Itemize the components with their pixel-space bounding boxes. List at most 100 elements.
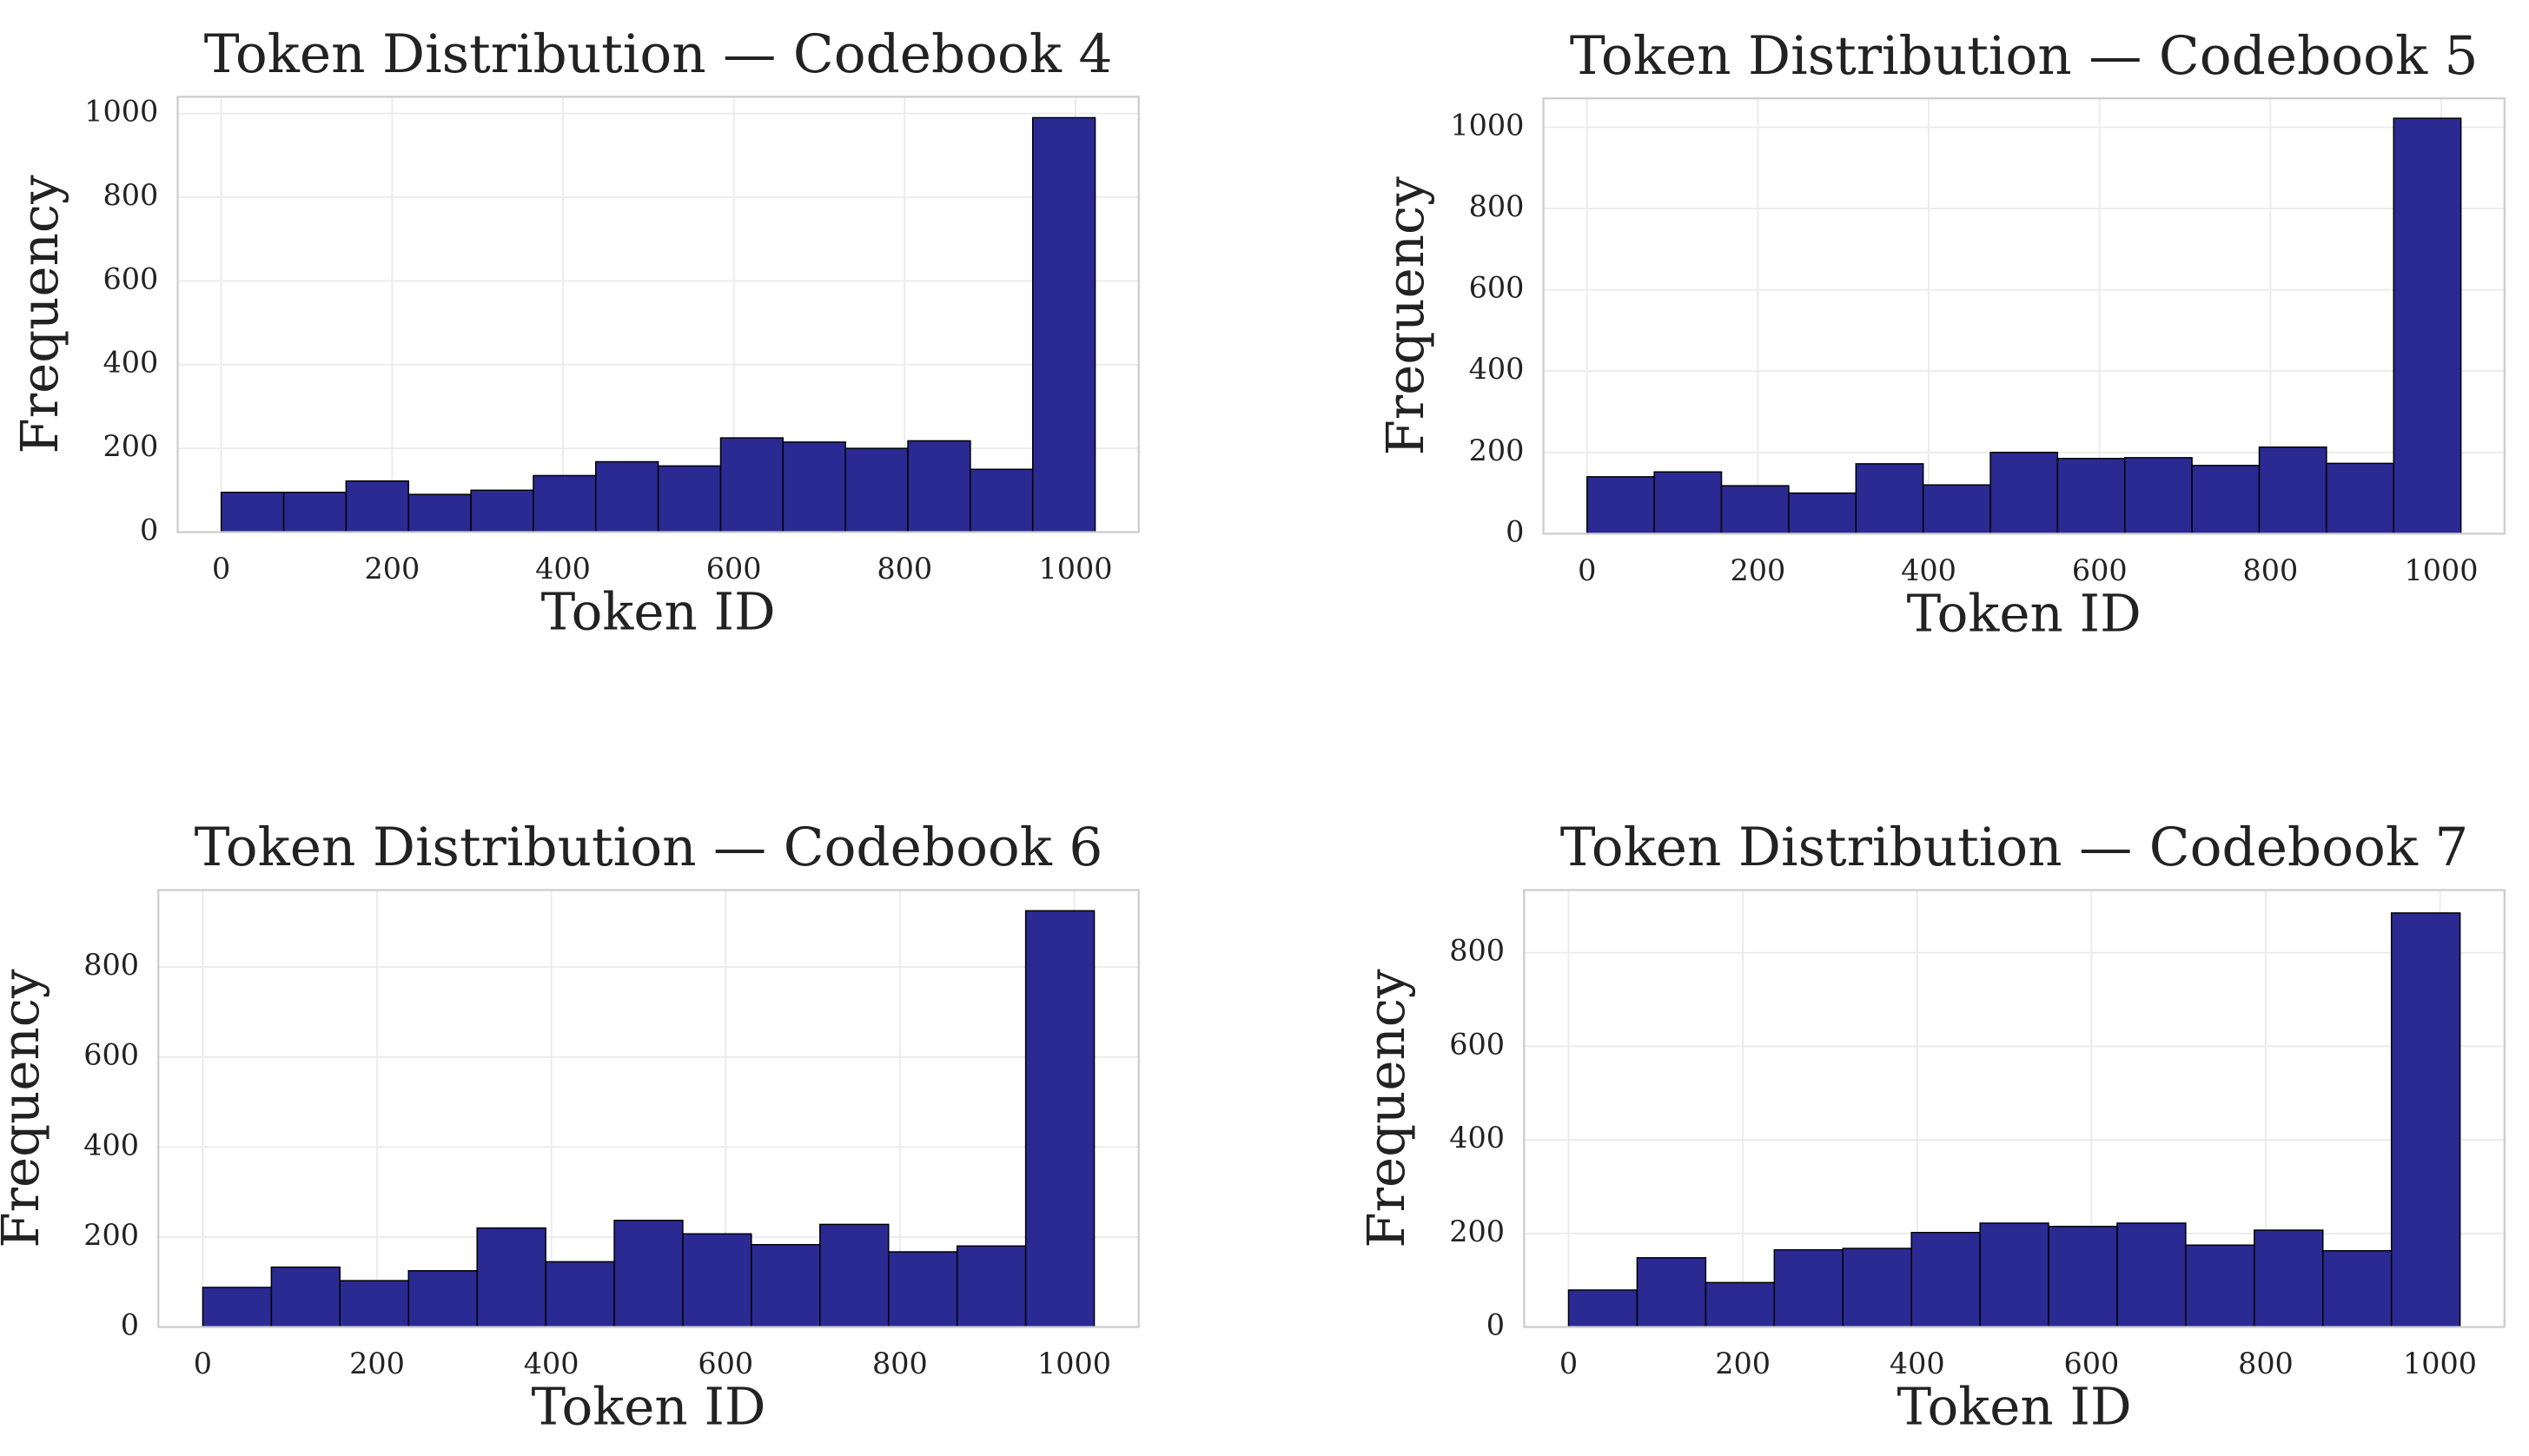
bar (2390, 912, 2461, 1328)
bar (220, 491, 285, 533)
chart-title: Token Distribution — Codebook 4 (204, 23, 1113, 85)
y-axis-label: Frequency (0, 969, 51, 1248)
x-tick-label: 0 (1578, 553, 1596, 587)
bar (1773, 1248, 1844, 1328)
bar (2056, 458, 2126, 535)
bar (1024, 910, 1096, 1328)
y-axis-label: Frequency (1376, 176, 1436, 456)
y-tick-label: 0 (1506, 514, 1524, 548)
x-tick-label: 800 (872, 1347, 928, 1380)
y-tick-label: 800 (1469, 189, 1525, 223)
x-tick-label: 600 (698, 1347, 753, 1380)
chart-title: Token Distribution — Codebook 7 (1560, 817, 2469, 878)
bar (1567, 1289, 1639, 1328)
bar (2258, 446, 2327, 535)
y-axis-label: Frequency (10, 175, 70, 454)
y-tick-label: 800 (103, 178, 159, 212)
bar (407, 1270, 478, 1328)
axes-frame (157, 889, 1140, 1328)
x-tick-label: 600 (2072, 553, 2128, 587)
bar (682, 1233, 752, 1328)
bar (1788, 492, 1857, 535)
bar (1910, 1231, 1981, 1328)
x-tick-label: 1000 (1038, 552, 1112, 586)
chart-title: Token Distribution — Codebook 5 (1570, 25, 2479, 87)
y-tick-label: 400 (1469, 352, 1525, 386)
y-tick-label: 0 (1486, 1308, 1505, 1342)
y-tick-label: 200 (103, 429, 159, 463)
axes-frame (176, 96, 1140, 533)
x-tick-label: 0 (212, 552, 230, 586)
bar (2185, 1244, 2255, 1328)
bar (407, 493, 472, 533)
bar (345, 480, 409, 533)
y-axis-label: Frequency (1357, 969, 1417, 1248)
x-tick-label: 1000 (2405, 553, 2479, 587)
x-tick-label: 0 (194, 1347, 212, 1380)
plot-area (177, 96, 1139, 533)
bar (2322, 1249, 2393, 1328)
bar (819, 1223, 890, 1328)
bar (202, 1287, 273, 1328)
bar (1586, 476, 1655, 535)
axes-frame (1523, 889, 2506, 1328)
y-tick-label: 0 (140, 513, 158, 546)
bar (1705, 1281, 1776, 1328)
y-tick-label: 400 (1449, 1121, 1505, 1155)
bar (545, 1261, 615, 1328)
bar (2048, 1225, 2118, 1328)
y-tick-label: 0 (121, 1308, 139, 1342)
bar (970, 468, 1034, 533)
bar (956, 1245, 1027, 1328)
bar (1653, 471, 1723, 535)
bar (1989, 452, 2059, 535)
bar (2254, 1229, 2324, 1328)
x-tick-label: 1000 (1037, 1347, 1111, 1380)
bar (595, 460, 659, 533)
bar (1855, 463, 1924, 535)
bar (476, 1227, 546, 1328)
axes-frame (1542, 97, 2506, 535)
x-tick-label: 200 (364, 552, 420, 586)
bar (2326, 462, 2395, 535)
bar (782, 441, 846, 533)
y-tick-label: 1000 (1450, 108, 1524, 142)
bar (1842, 1248, 1912, 1328)
bar (888, 1251, 958, 1328)
bar (719, 437, 785, 533)
y-tick-label: 600 (1469, 271, 1525, 305)
bar (533, 474, 597, 533)
bar (613, 1220, 684, 1328)
y-tick-label: 600 (83, 1038, 139, 1072)
x-axis-label: Token ID (541, 583, 776, 643)
x-tick-label: 1000 (2403, 1347, 2477, 1380)
x-tick-label: 800 (2238, 1347, 2294, 1380)
y-tick-label: 200 (1449, 1214, 1505, 1248)
bar (844, 447, 909, 533)
y-tick-label: 200 (1469, 433, 1525, 467)
x-tick-label: 400 (535, 552, 591, 586)
y-tick-label: 400 (103, 346, 159, 380)
bar (2123, 457, 2193, 535)
bar (270, 1266, 341, 1328)
x-tick-label: 400 (1901, 553, 1956, 587)
y-tick-label: 800 (1449, 934, 1505, 968)
x-tick-label: 800 (877, 552, 932, 586)
bar (339, 1280, 409, 1328)
y-tick-label: 1000 (84, 95, 158, 129)
x-tick-label: 400 (1890, 1347, 1945, 1380)
x-tick-label: 200 (1731, 553, 1786, 587)
x-tick-label: 0 (1559, 1347, 1578, 1380)
bar (1979, 1222, 2049, 1328)
y-tick-label: 600 (103, 261, 159, 295)
x-axis-label: Token ID (531, 1378, 765, 1438)
y-tick-label: 200 (83, 1218, 139, 1252)
y-tick-label: 600 (1449, 1027, 1505, 1061)
x-axis-label: Token ID (1897, 1378, 2132, 1438)
x-tick-label: 200 (349, 1347, 405, 1380)
x-tick-label: 800 (2243, 553, 2299, 587)
bar (2191, 464, 2261, 535)
bar (2116, 1222, 2187, 1328)
